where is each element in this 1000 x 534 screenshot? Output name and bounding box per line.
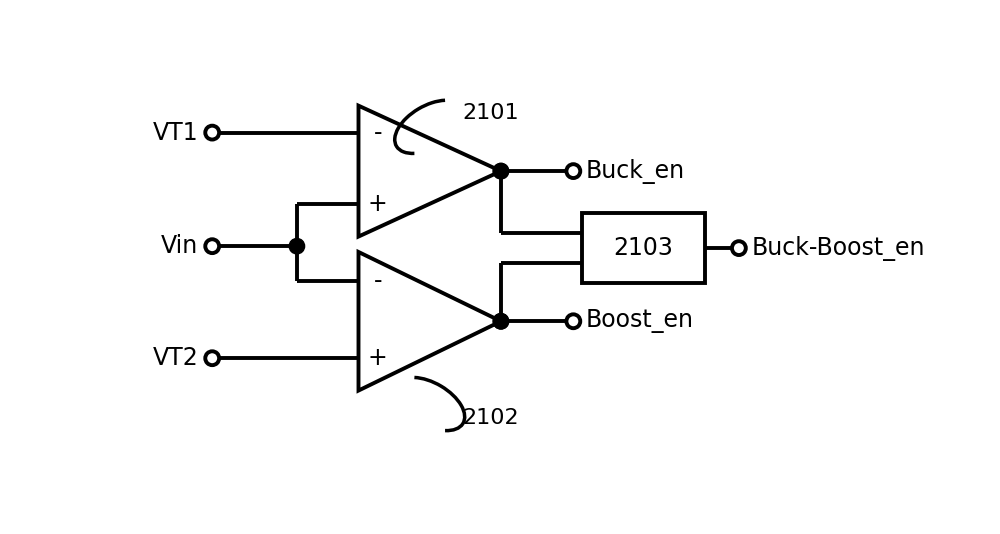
Circle shape	[289, 239, 305, 254]
Text: 2102: 2102	[462, 407, 519, 428]
Circle shape	[493, 163, 509, 179]
Circle shape	[493, 313, 509, 329]
Text: 2101: 2101	[462, 104, 519, 123]
Text: Vin: Vin	[161, 234, 198, 258]
Bar	[582, 214, 705, 283]
Text: Buck-Boost_en: Buck-Boost_en	[751, 235, 925, 261]
Circle shape	[493, 163, 509, 179]
Text: +: +	[368, 192, 388, 216]
Text: 2103: 2103	[613, 236, 673, 260]
Text: Boost_en: Boost_en	[586, 309, 694, 333]
Text: VT2: VT2	[153, 346, 198, 370]
Text: -: -	[374, 269, 382, 293]
Circle shape	[493, 313, 509, 329]
Text: VT1: VT1	[153, 121, 198, 145]
Text: Buck_en: Buck_en	[586, 159, 685, 184]
Text: -: -	[374, 121, 382, 145]
Text: +: +	[368, 346, 388, 370]
